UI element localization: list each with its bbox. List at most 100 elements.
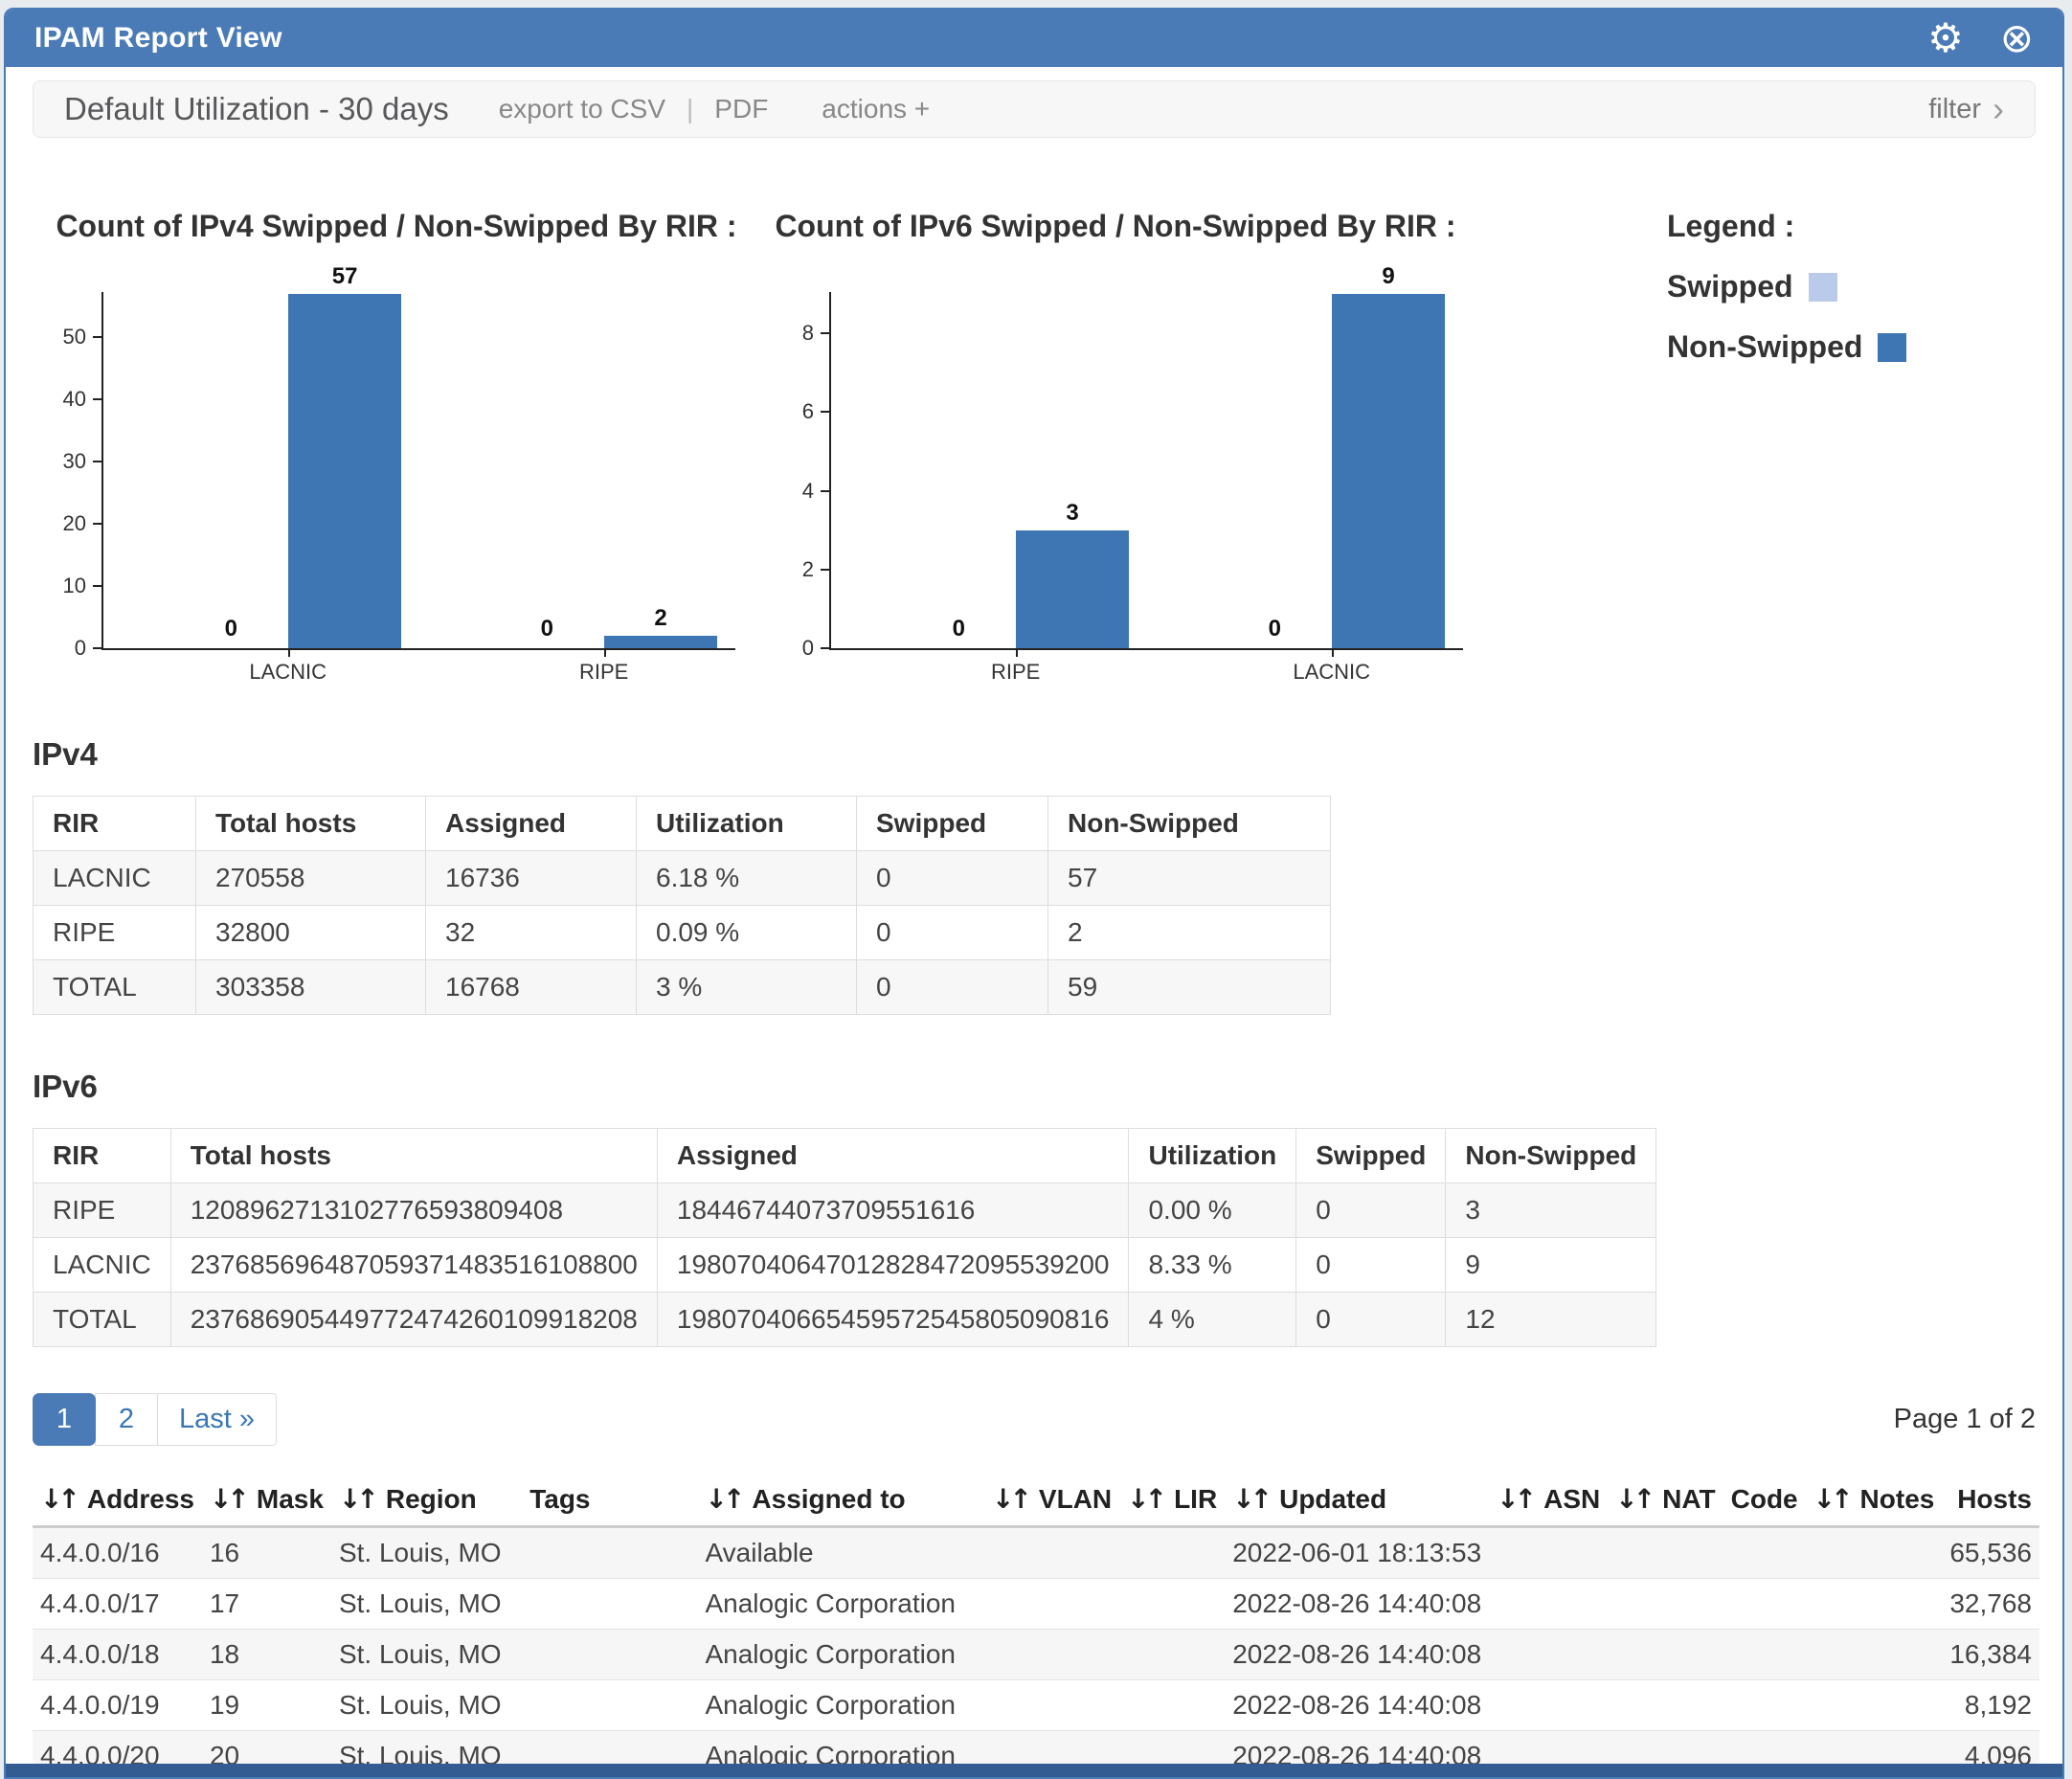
sort-icon: ↓↑ [40, 1483, 80, 1515]
x-tick-mark [1331, 648, 1334, 657]
y-tick-label: 30 [62, 449, 86, 474]
bar-value-label: 3 [1066, 499, 1079, 526]
column-header-address[interactable]: ↓↑ Address [33, 1473, 202, 1528]
region-cell: St. Louis, MO [330, 1526, 523, 1579]
swipped-cell: 0 [856, 959, 1048, 1015]
y-tick-label: 40 [62, 387, 86, 412]
notes-cell [1805, 1629, 1943, 1680]
non-swipped-bar [1016, 529, 1130, 648]
settings-gear-icon[interactable]: ⚙ [1927, 14, 1964, 61]
column-label: NAT [1662, 1484, 1716, 1514]
table-row: LACNIC 237685696487059371483516108800 1980… [33, 1237, 1657, 1293]
chart-legend: Legend : Swipped Non-Swipped [1667, 209, 1907, 365]
column-header-updated[interactable]: ↓↑ Updated [1225, 1473, 1490, 1528]
x-tick-mark [603, 648, 606, 657]
column-header-lir[interactable]: ↓↑ LIR [1119, 1473, 1226, 1528]
asn-cell [1489, 1679, 1609, 1731]
mask-cell: 16 [201, 1526, 331, 1579]
ipv4-summary-table: RIR Total hosts Assigned Utilization Swipped… [33, 796, 1331, 1015]
report-toolbar: Default Utilization - 30 days export to … [33, 80, 2036, 138]
filter-link[interactable]: filter › [1928, 89, 2004, 128]
close-icon[interactable]: ⊗ [1999, 14, 2034, 61]
y-axis [829, 292, 831, 650]
pdf-link[interactable]: PDF [714, 94, 769, 124]
lir-cell [1119, 1578, 1226, 1630]
page-button-2[interactable]: 2 [95, 1393, 158, 1446]
utilization-cell: 8.33 % [1128, 1237, 1297, 1293]
utilization-cell: 3 % [636, 959, 857, 1015]
bar-value-label: 0 [952, 616, 965, 642]
utilization-header: Utilization [1128, 1128, 1297, 1183]
assigned-cell: 19807040647012828472095539200 [656, 1237, 1130, 1293]
hosts-cell: 16,384 [1942, 1629, 2039, 1680]
column-label: Code [1730, 1483, 1798, 1514]
lir-cell [1119, 1679, 1226, 1731]
asn-cell [1489, 1629, 1609, 1680]
page-button-1[interactable]: 1 [33, 1393, 96, 1446]
assigned-header: Assigned [425, 796, 637, 851]
assigned-to-cell: Available [697, 1526, 984, 1579]
total-hosts-cell: 237685696487059371483516108800 [169, 1237, 658, 1293]
vlan-cell [984, 1629, 1120, 1680]
subnet-row: 4.4.0.0/19 19 St. Louis, MO Analogic Corpor… [33, 1679, 2039, 1731]
subnet-row: 4.4.0.0/17 17 St. Louis, MO Analogic Corpor… [33, 1578, 2039, 1630]
column-label: Region [385, 1484, 477, 1514]
region-cell: St. Louis, MO [330, 1629, 523, 1680]
non-swipped-header: Non-Swipped [1445, 1128, 1657, 1183]
total-hosts-cell: 270558 [195, 850, 426, 906]
column-header-vlan[interactable]: ↓↑ VLAN [984, 1473, 1120, 1528]
column-header-nat[interactable]: ↓↑ NAT [1608, 1473, 1723, 1528]
column-label: Updated [1279, 1484, 1387, 1514]
charts-row: Count of IPv4 Swipped / Non-Swipped By R… [6, 209, 2062, 692]
code-cell [1723, 1578, 1806, 1630]
y-tick-mark [93, 585, 101, 588]
window-bottom-bar [6, 1764, 2062, 1777]
chart-title: Count of IPv6 Swipped / Non-Swipped By R… [775, 209, 1456, 243]
column-header-asn[interactable]: ↓↑ ASN [1489, 1473, 1609, 1528]
rir-header: RIR [33, 796, 196, 851]
assigned-to-cell: Analogic Corporation [697, 1629, 984, 1680]
assigned-cell: 32 [425, 905, 637, 960]
toolbar-separator: | [687, 94, 694, 124]
swipped-header: Swipped [1295, 1128, 1447, 1183]
column-label: ASN [1543, 1484, 1601, 1514]
bar-value-label: 0 [1268, 616, 1281, 642]
bar-value-label: 0 [540, 616, 553, 642]
notes-cell [1805, 1679, 1943, 1731]
export-csv-link[interactable]: export to CSV [498, 94, 666, 124]
updated-cell: 2022-06-01 18:13:53 [1225, 1526, 1490, 1579]
ipv6-heading: IPv6 [33, 1069, 98, 1104]
mask-cell: 19 [201, 1679, 331, 1731]
non-swipped-swatch [1878, 332, 1907, 362]
mask-cell: 18 [201, 1629, 331, 1680]
category-label: LACNIC [1293, 660, 1371, 684]
y-tick-mark [93, 336, 101, 339]
sort-icon: ↓↑ [338, 1483, 379, 1515]
column-header-assigned-to[interactable]: ↓↑ Assigned to [697, 1473, 984, 1528]
tags-cell [522, 1679, 698, 1731]
non-swipped-cell: 59 [1047, 959, 1331, 1015]
address-cell: 4.4.0.0/19 [33, 1679, 202, 1731]
actions-link[interactable]: actions + [822, 94, 931, 124]
column-header-region[interactable]: ↓↑ Region [330, 1473, 523, 1528]
non-swipped-bar [1332, 294, 1446, 648]
sort-icon: ↓↑ [1615, 1483, 1655, 1515]
mask-cell: 17 [201, 1578, 331, 1630]
tags-cell [522, 1629, 698, 1680]
header-row: RIR Total hosts Assigned Utilization Swipped… [33, 796, 1331, 851]
address-cell: 4.4.0.0/16 [33, 1526, 202, 1579]
non-swipped-bar [288, 294, 402, 648]
swipped-cell: 0 [1295, 1292, 1447, 1347]
pagination-row: 1 2 Last » Page 1 of 2 [33, 1393, 2036, 1446]
chevron-right-icon: › [1993, 89, 2004, 128]
y-tick-label: 50 [62, 325, 86, 349]
column-header-mask[interactable]: ↓↑ Mask [201, 1473, 331, 1528]
y-tick-mark [821, 332, 829, 335]
non-swipped-header: Non-Swipped [1047, 796, 1331, 851]
tags-cell [522, 1526, 698, 1579]
column-header-notes[interactable]: ↓↑ Notes [1805, 1473, 1943, 1528]
category-label: RIPE [991, 660, 1041, 684]
utilization-header: Utilization [636, 796, 857, 851]
page-button-last-[interactable]: Last » [157, 1393, 277, 1446]
non-swipped-cell: 2 [1047, 905, 1331, 960]
